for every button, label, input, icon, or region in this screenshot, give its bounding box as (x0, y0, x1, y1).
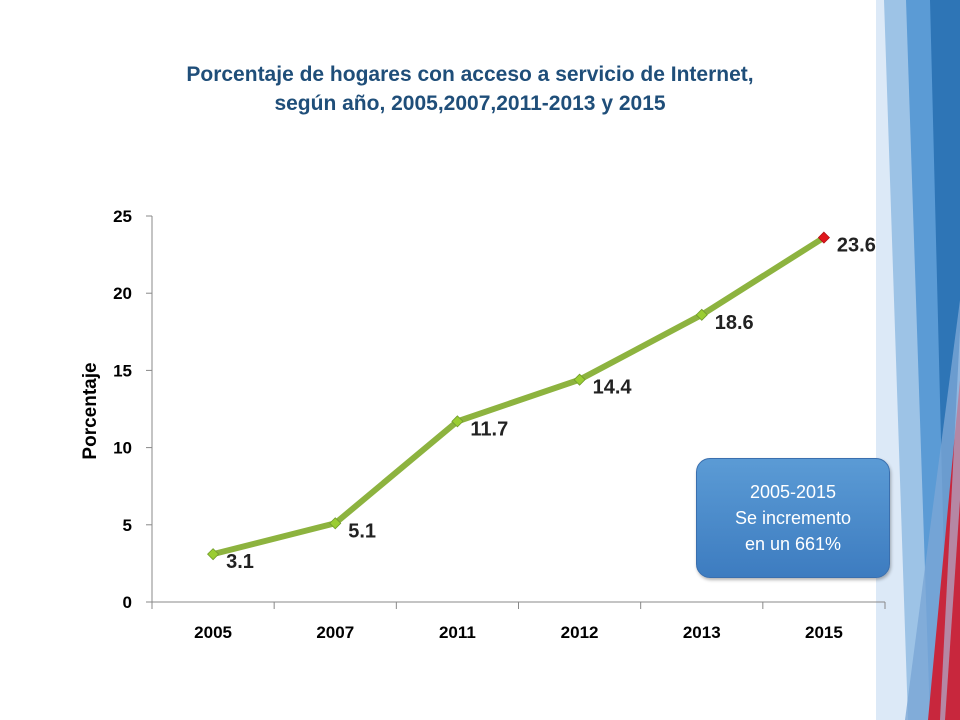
data-label: 5.1 (348, 520, 376, 542)
chart-title: Porcentaje de hogares con acceso a servi… (60, 60, 880, 118)
data-point-marker (451, 415, 464, 428)
chart-axes: 0 5 10 15 20 25 2005 2007 2011 2012 2013 2015 Porcen… (80, 207, 886, 642)
callout-period: 2005-2015 (749, 482, 837, 502)
x-tick-label: 2013 (683, 623, 721, 642)
x-tick-label: 2011 (439, 623, 476, 642)
data-label: 23.6 (837, 235, 876, 257)
x-tick-label: 2015 (805, 623, 843, 642)
y-tick-label: 25 (113, 207, 132, 226)
increase-callout: 2005-2015 Se incremento en un 661% (696, 458, 890, 578)
callout-text: Se incremento (734, 508, 852, 528)
y-axis-title: Porcentaje (80, 362, 101, 459)
series-line (210, 234, 827, 558)
data-label: 14.4 (593, 377, 633, 399)
x-tick-label: 2007 (316, 623, 354, 642)
y-tick-label: 10 (113, 439, 132, 458)
data-point-marker (695, 308, 708, 321)
data-point-marker (817, 231, 830, 244)
data-label: 3.1 (226, 551, 254, 573)
x-tick-label: 2012 (561, 623, 599, 642)
data-point-marker (573, 373, 586, 386)
x-tick-label: 2005 (194, 623, 232, 642)
chart-title-line-2: según año, 2005,2007,2011-2013 y 2015 (274, 92, 666, 115)
data-label: 11.7 (470, 418, 508, 440)
chart-series (207, 231, 830, 561)
callout-percentage: en un 661% (744, 534, 842, 554)
data-point-marker (329, 517, 342, 530)
chart-title-line-1: Porcentaje de hogares con acceso a servi… (186, 63, 754, 86)
y-tick-label: 5 (123, 516, 132, 535)
y-tick-label: 20 (113, 284, 132, 303)
data-label: 18.6 (715, 312, 754, 334)
y-tick-label: 0 (123, 593, 132, 612)
data-point-marker (207, 548, 220, 561)
chart-labels: 3.1 5.1 11.7 14.4 18.6 23.6 (226, 235, 876, 574)
y-tick-label: 15 (113, 361, 132, 380)
